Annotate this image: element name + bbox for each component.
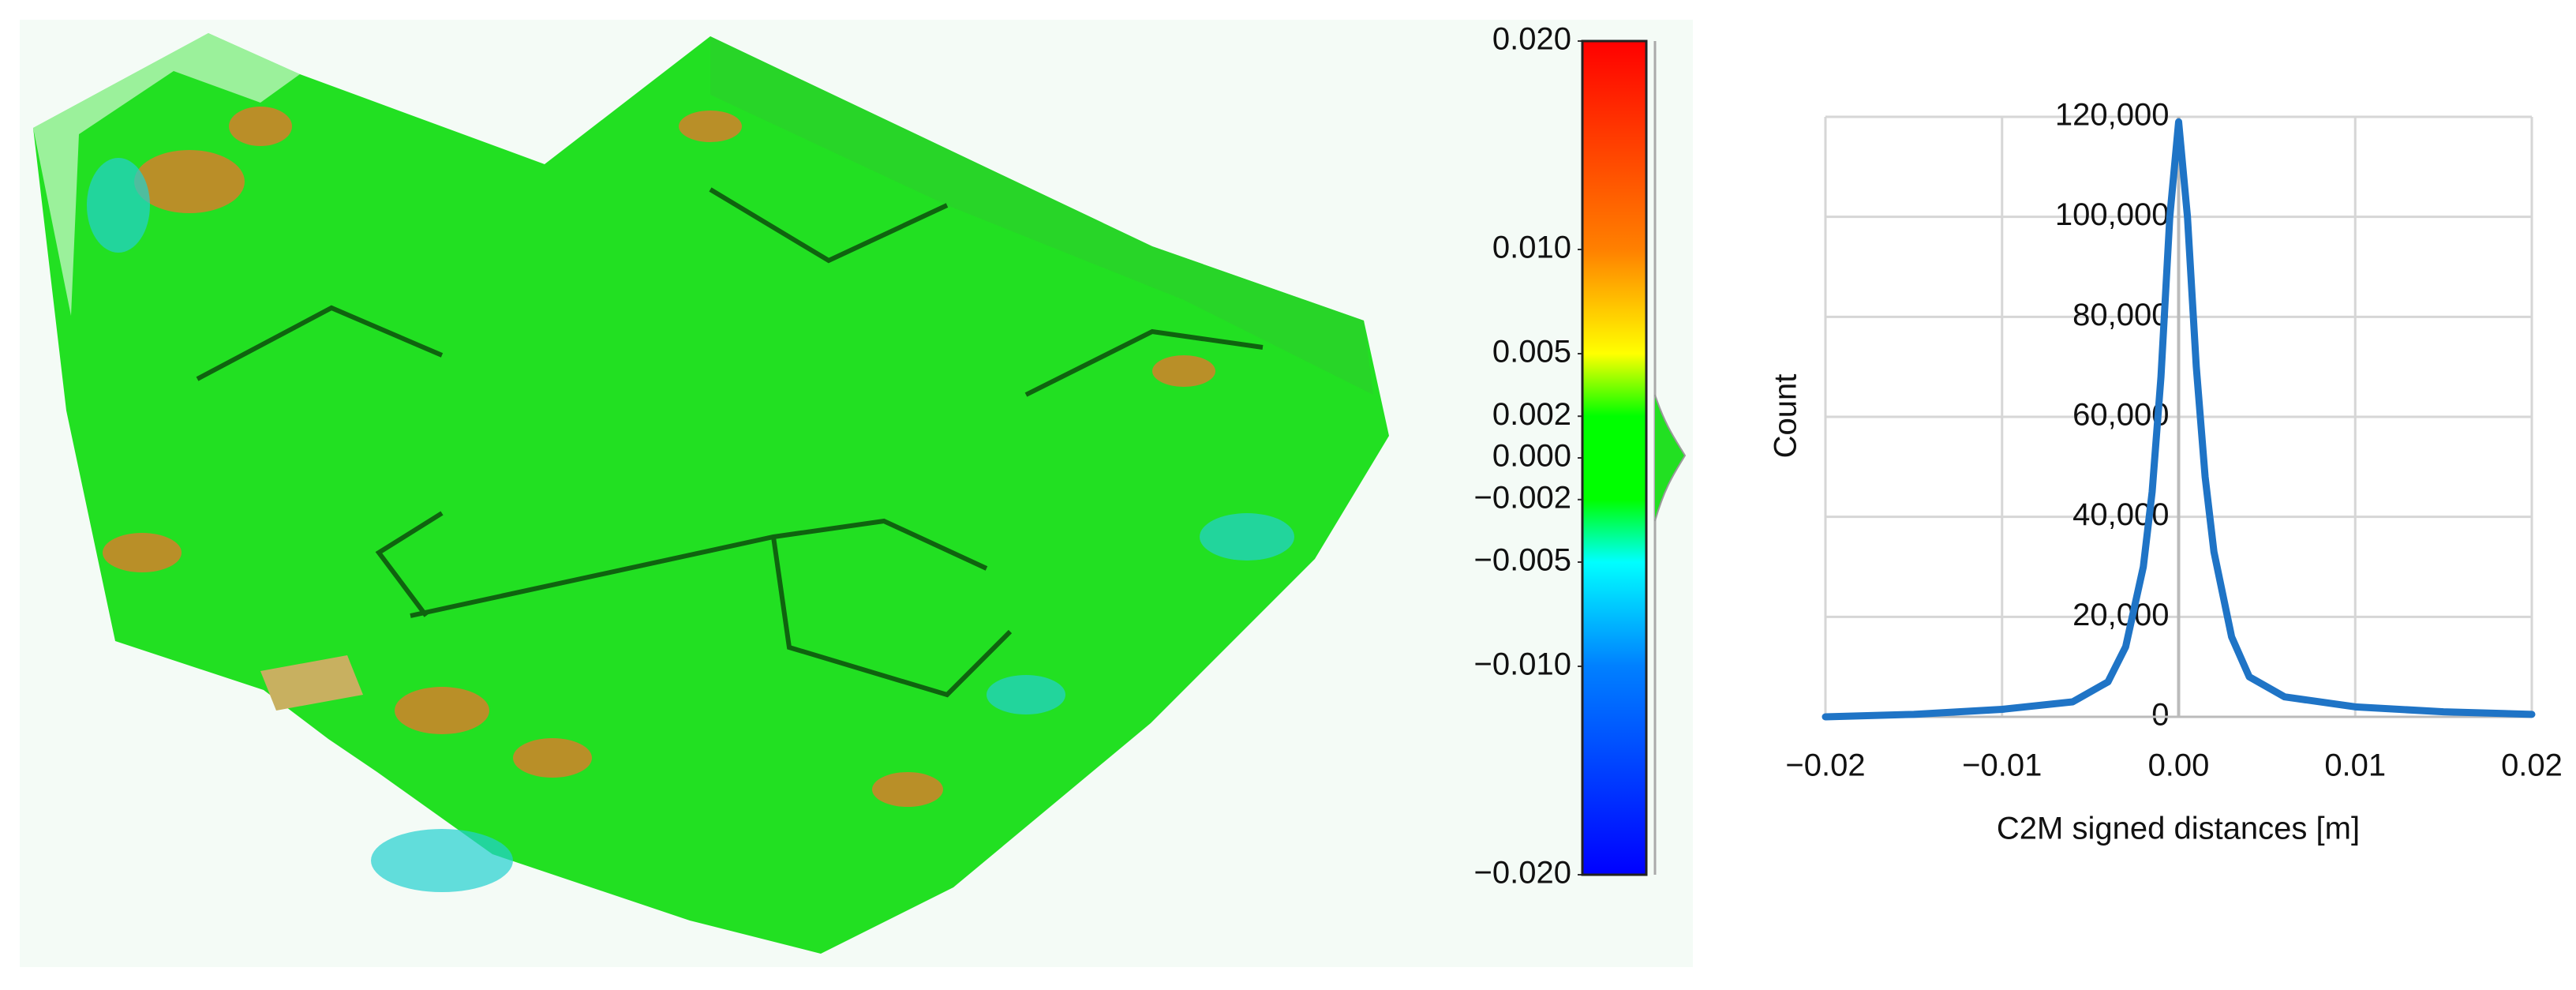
cbar-tick-label: −0.010	[1474, 647, 1571, 682]
x-tick-label: −0.02	[1785, 748, 1865, 783]
y-tick-label: 100,000	[2055, 197, 2170, 232]
x-tick-label: 0.00	[2148, 748, 2210, 783]
cbar-tick-label: 0.010	[1492, 231, 1571, 265]
cbar-tick-label: −0.020	[1474, 856, 1571, 891]
x-tick-label: 0.01	[2324, 748, 2386, 783]
cbar-tick-label: 0.000	[1492, 439, 1571, 474]
cbar-tick-label: −0.005	[1474, 543, 1571, 578]
x-tick-label: 0.02	[2501, 748, 2563, 783]
y-tick-label: 80,000	[2072, 298, 2169, 332]
cbar-tick-label: 0.005	[1492, 335, 1571, 369]
y-tick-label: 120,000	[2055, 98, 2170, 133]
x-axis-label: C2M signed distances [m]	[1997, 812, 2360, 846]
cbar-tick-label: 0.002	[1492, 397, 1571, 432]
cbar-hist	[1654, 394, 1687, 522]
x-tick-label: −0.01	[1962, 748, 2042, 783]
y-axis-label: Count	[1769, 374, 1803, 459]
cbar-tick-label: 0.020	[1492, 22, 1571, 57]
line-series	[1822, 118, 2536, 721]
colorbar	[1581, 39, 1648, 876]
y-tick-label: 40,000	[2072, 497, 2169, 532]
y-tick-label: 0	[2151, 698, 2169, 733]
y-tick-label: 60,000	[2072, 398, 2169, 433]
cbar-tick-label: −0.002	[1474, 480, 1571, 515]
point-cloud-view	[20, 20, 1693, 967]
y-tick-label: 20,000	[2072, 598, 2169, 632]
